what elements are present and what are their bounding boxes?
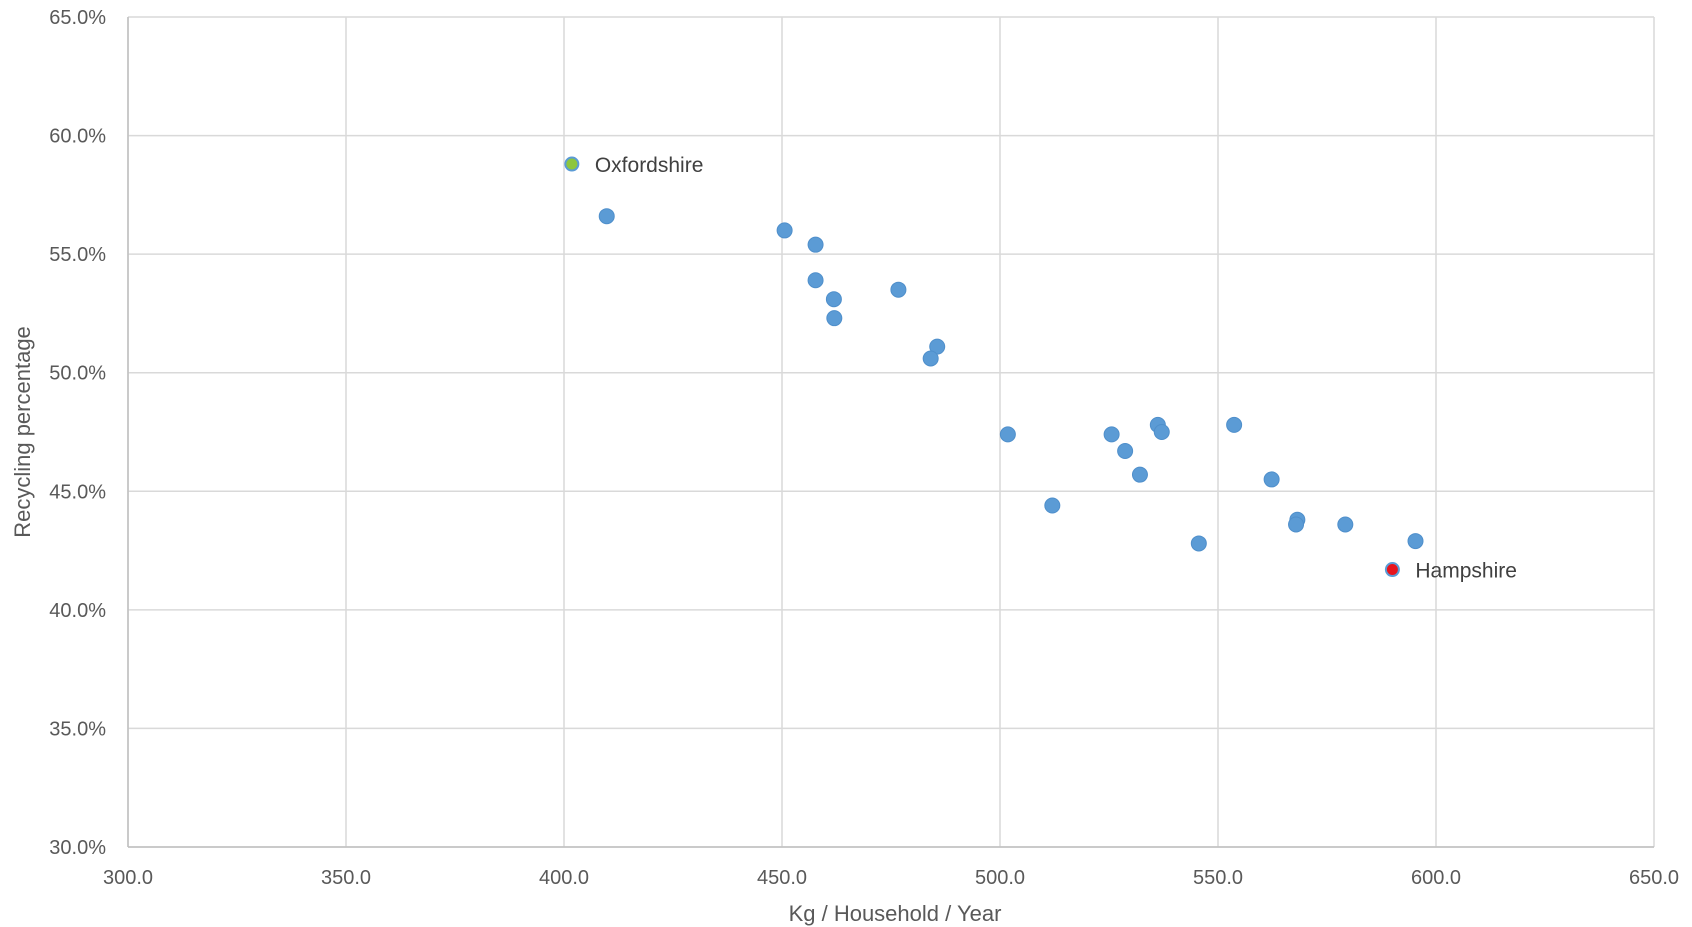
data-point [1226,416,1243,433]
y-tick-label: 40.0% [49,600,106,622]
x-tick-label: 550.0 [1193,867,1243,889]
data-point [807,272,824,289]
y-axis-title: Recycling percentage [10,326,35,538]
grid-lines [127,16,1655,848]
x-axis-title: Kg / Household / Year [789,901,1002,926]
data-point [922,350,939,367]
y-tick-label: 55.0% [49,244,106,266]
data-point [807,236,824,253]
point-labels: Oxfordshire Hampshire [595,154,1517,583]
y-axis-ticks: 30.0% 35.0% 40.0% 45.0% 50.0% 55.0% 60.0% 65.0% [49,7,106,859]
y-tick-label: 45.0% [49,481,106,503]
y-tick-label: 50.0% [49,363,106,385]
data-point [776,222,793,239]
y-tick-label: 60.0% [49,126,106,148]
data-point [1117,442,1134,459]
data-point-hampshire [1384,562,1400,578]
x-axis-ticks: 300.0 350.0 400.0 450.0 500.0 550.0 600.0 650.0 [103,867,1679,889]
x-tick-label: 300.0 [103,867,153,889]
data-point [1263,471,1280,488]
data-point [1103,426,1120,443]
data-point [999,426,1016,443]
y-tick-label: 65.0% [49,7,106,29]
x-tick-label: 500.0 [975,867,1025,889]
x-tick-label: 650.0 [1629,867,1679,889]
data-point [1407,533,1424,550]
x-tick-label: 400.0 [539,867,589,889]
data-point [1337,516,1354,533]
y-tick-label: 35.0% [49,718,106,740]
data-point [825,291,842,308]
data-point [1153,424,1170,440]
data-points [564,156,1424,578]
data-point [598,208,615,225]
data-point [1131,466,1148,483]
x-tick-label: 450.0 [757,867,807,889]
data-point [1288,516,1305,533]
y-tick-label: 30.0% [49,837,106,859]
x-tick-label: 350.0 [321,867,371,889]
axes [127,17,1654,848]
x-tick-label: 600.0 [1411,867,1461,889]
data-point [1190,535,1207,552]
data-point [826,310,843,327]
point-label-hampshire: Hampshire [1415,560,1517,583]
data-point-oxfordshire [564,156,580,172]
data-point [1044,497,1061,514]
point-label-oxfordshire: Oxfordshire [595,154,704,177]
data-point [890,281,907,298]
